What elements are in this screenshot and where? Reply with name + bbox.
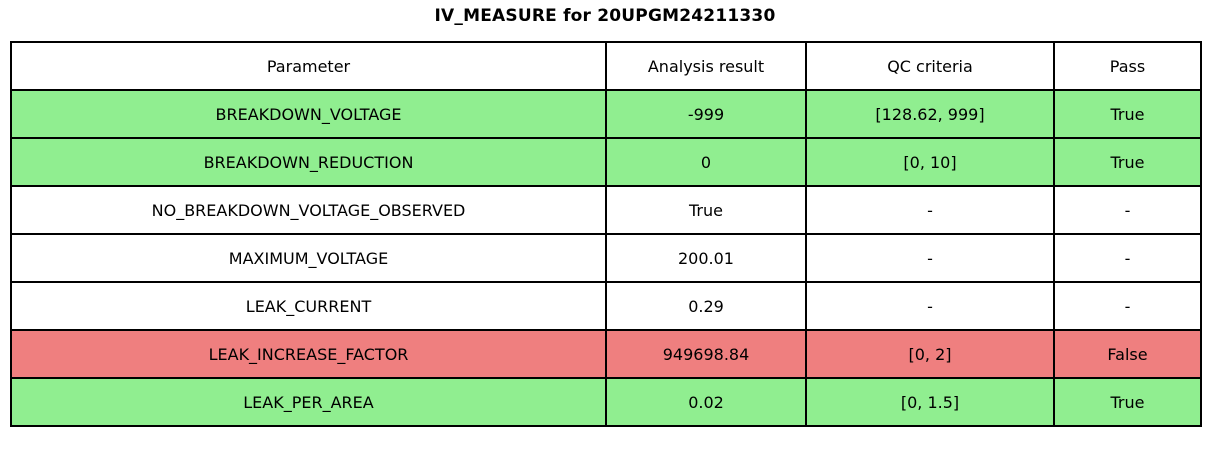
parameter-cell: LEAK_CURRENT xyxy=(10,281,607,331)
parameter-cell: BREAKDOWN_REDUCTION xyxy=(10,137,607,187)
table-row: MAXIMUM_VOLTAGE 200.01 - - xyxy=(10,233,1202,283)
pass-cell: - xyxy=(1053,233,1202,283)
qc-results-table: Parameter Analysis result QC criteria Pa… xyxy=(10,41,1202,427)
parameter-cell: BREAKDOWN_VOLTAGE xyxy=(10,89,607,139)
analysis-result-cell: -999 xyxy=(605,89,807,139)
pass-cell: True xyxy=(1053,89,1202,139)
analysis-result-cell: True xyxy=(605,185,807,235)
table-header-row: Parameter Analysis result QC criteria Pa… xyxy=(10,41,1202,91)
qc-criteria-cell: - xyxy=(805,185,1055,235)
analysis-result-cell: 0.02 xyxy=(605,377,807,427)
table-row: BREAKDOWN_VOLTAGE -999 [128.62, 999] Tru… xyxy=(10,89,1202,139)
parameter-cell: MAXIMUM_VOLTAGE xyxy=(10,233,607,283)
qc-criteria-cell: - xyxy=(805,233,1055,283)
pass-cell: - xyxy=(1053,185,1202,235)
table-row: LEAK_INCREASE_FACTOR 949698.84 [0, 2] Fa… xyxy=(10,329,1202,379)
column-header-pass: Pass xyxy=(1053,41,1202,91)
column-header-analysis-result: Analysis result xyxy=(605,41,807,91)
table-row: BREAKDOWN_REDUCTION 0 [0, 10] True xyxy=(10,137,1202,187)
table-row: LEAK_CURRENT 0.29 - - xyxy=(10,281,1202,331)
parameter-cell: LEAK_INCREASE_FACTOR xyxy=(10,329,607,379)
table-row: NO_BREAKDOWN_VOLTAGE_OBSERVED True - - xyxy=(10,185,1202,235)
pass-cell: True xyxy=(1053,137,1202,187)
qc-criteria-cell: [0, 2] xyxy=(805,329,1055,379)
qc-criteria-cell: - xyxy=(805,281,1055,331)
pass-cell: False xyxy=(1053,329,1202,379)
analysis-result-cell: 949698.84 xyxy=(605,329,807,379)
column-header-parameter: Parameter xyxy=(10,41,607,91)
analysis-result-cell: 0.29 xyxy=(605,281,807,331)
parameter-cell: NO_BREAKDOWN_VOLTAGE_OBSERVED xyxy=(10,185,607,235)
pass-cell: - xyxy=(1053,281,1202,331)
qc-criteria-cell: [0, 10] xyxy=(805,137,1055,187)
table-row: LEAK_PER_AREA 0.02 [0, 1.5] True xyxy=(10,377,1202,427)
analysis-result-cell: 0 xyxy=(605,137,807,187)
pass-cell: True xyxy=(1053,377,1202,427)
qc-criteria-cell: [0, 1.5] xyxy=(805,377,1055,427)
column-header-qc-criteria: QC criteria xyxy=(805,41,1055,91)
qc-criteria-cell: [128.62, 999] xyxy=(805,89,1055,139)
analysis-result-cell: 200.01 xyxy=(605,233,807,283)
parameter-cell: LEAK_PER_AREA xyxy=(10,377,607,427)
page-title: IV_MEASURE for 20UPGM24211330 xyxy=(434,6,776,26)
